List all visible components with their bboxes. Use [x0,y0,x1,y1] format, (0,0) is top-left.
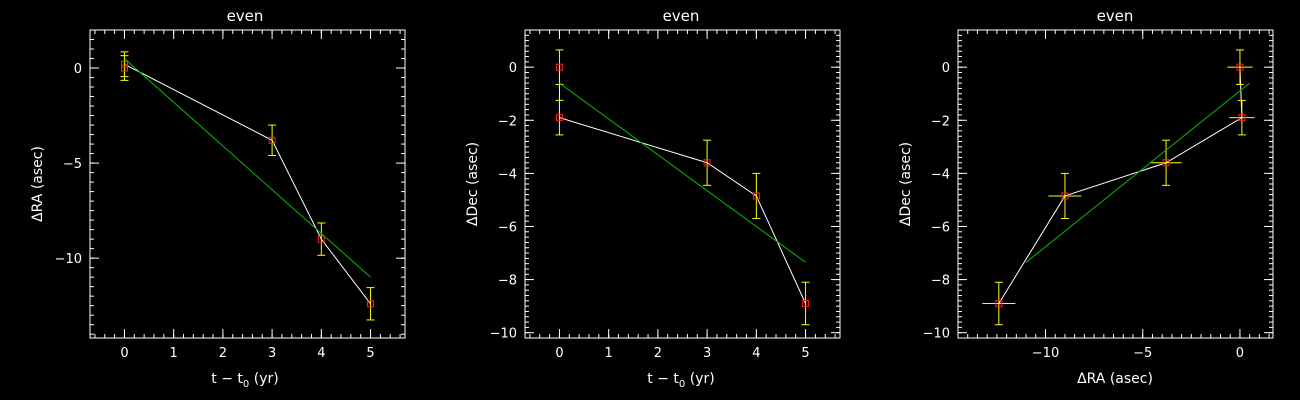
x-tick-label: 5 [801,346,809,361]
data-point [1238,114,1246,122]
panel-ra-vs-time: even 0 1 2 3 4 50−5−10 t − t0 (yr) ΔRA (asec) [30,7,406,390]
axis-ticks: 0 1 2 3 4 5 0 −2 −4 −6 −8 −10 [490,30,840,361]
data-point [317,235,325,243]
data-point [802,299,810,307]
x-axis-label: t − t0 (yr) [647,371,714,390]
y-tick-label: −4 [931,167,950,182]
data-point [1061,192,1069,200]
plot-marks [120,51,375,321]
plot-frame [524,29,841,339]
x-tick-label: 1 [170,346,178,361]
x-tick-label: 0 [555,346,563,361]
y-tick-label: −10 [490,327,517,342]
panel-title: even [1097,7,1134,25]
data-point [555,114,563,122]
data-point [120,60,128,68]
panel-title: even [663,7,700,25]
x-tick-label: 0 [1236,346,1244,361]
y-tick-label: −10 [923,327,950,342]
y-tick-label: −8 [498,274,517,289]
plot-frame [89,29,406,339]
data-point [268,136,276,144]
y-tick-label: 0 [509,61,517,76]
data-point [555,63,563,71]
y-tick-label: −8 [931,274,950,289]
plot-marks [982,49,1255,326]
x-axis-label: t − t0 (yr) [211,371,278,390]
data-line [558,67,807,304]
data-point [1236,63,1244,71]
x-axis-label-main: ΔRA (asec) [1077,371,1153,387]
y-tick-label: −2 [498,114,517,129]
y-tick-label: 0 [74,62,82,77]
x-tick-label: 4 [752,346,760,361]
x-tick-label: 2 [654,346,662,361]
axis-ticks: 0 1 2 3 4 5 0 −5 −10 [55,29,405,361]
x-tick-label: 3 [703,346,711,361]
data-point [367,300,375,308]
data-point [120,64,128,72]
fit-line [559,82,806,263]
panel-title: even [227,7,264,25]
x-axis-label-subscript: 0 [243,379,249,390]
x-axis-label-unit: (yr) [685,371,714,387]
y-tick-label: −4 [498,167,517,182]
x-tick-label: 2 [219,346,227,361]
x-axis-label-main: t − t [211,371,243,387]
x-tick-label: 0 [120,346,128,361]
data-point [995,299,1003,307]
fit-line [124,58,371,278]
data-point [703,159,711,167]
panel-dec-vs-ra: even −10 −5 0 0 −2 −4 −6 −8 −10 ΔRA (asec) ΔDec … [898,7,1274,387]
data-point [1162,159,1170,167]
plot-frame [957,29,1274,339]
y-axis-label: ΔDec (asec) [898,142,914,226]
x-tick-label: 5 [366,346,374,361]
x-tick-label: −10 [1032,346,1059,361]
data-line [998,67,1243,304]
y-axis-label: ΔRA (asec) [30,146,46,222]
y-tick-label: 0 [942,61,950,76]
x-axis-label-subscript: 0 [679,379,685,390]
x-tick-label: 1 [605,346,613,361]
x-tick-label: −5 [1133,346,1152,361]
axis-ticks: −10 −5 0 0 −2 −4 −6 −8 −10 [923,30,1273,361]
y-tick-label: −6 [931,220,950,235]
fit-line [1025,82,1250,263]
y-tick-label: −2 [931,114,950,129]
x-axis-label-unit: (yr) [249,371,278,387]
data-point [752,192,760,200]
plot-marks [555,49,810,326]
y-tick-label: −5 [63,157,82,172]
y-tick-label: −10 [55,252,82,267]
panel-dec-vs-time: even 0 1 2 3 4 50−2−4−6−8−10 t − t0 (yr) ΔDec… [465,7,841,390]
x-tick-label: 3 [268,346,276,361]
x-tick-label: 4 [317,346,325,361]
x-axis-label-main: t − t [647,371,679,387]
data-line [123,63,371,305]
y-tick-label: −6 [498,220,517,235]
x-axis-label: ΔRA (asec) [1077,371,1153,387]
y-axis-label: ΔDec (asec) [465,142,481,226]
